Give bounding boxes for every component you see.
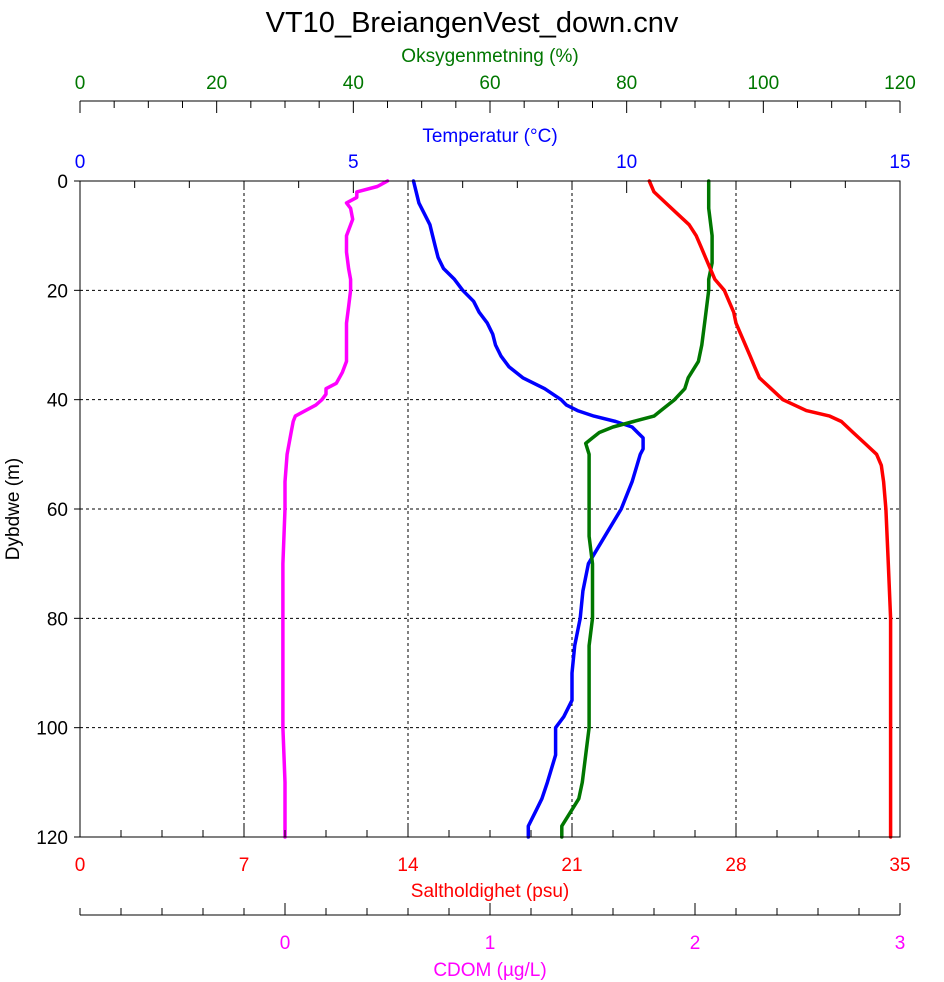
oxygen-tick-label: 0 xyxy=(75,73,86,94)
y-tick-label: 80 xyxy=(47,609,68,630)
y-tick-label: 40 xyxy=(47,391,68,412)
y-tick-label: 0 xyxy=(57,172,68,193)
temp-tick-label: 0 xyxy=(75,152,86,173)
oxygen-tick-label: 60 xyxy=(479,73,500,94)
oxygen-tick-label: 80 xyxy=(616,73,637,94)
oxygen-axis-title: Oksygenmetning (%) xyxy=(401,46,578,67)
temp-tick-label: 5 xyxy=(348,152,359,173)
oxygen-tick-label: 100 xyxy=(747,73,779,94)
series-layer xyxy=(281,179,893,839)
grid xyxy=(80,181,900,837)
oxygen-tick-label: 20 xyxy=(206,73,227,94)
temp-tick-label: 15 xyxy=(889,152,910,173)
series-line-cdom xyxy=(281,179,390,839)
y-tick-label: 120 xyxy=(36,828,68,849)
salinity-tick-label: 14 xyxy=(397,855,419,876)
y-tick-label: 20 xyxy=(47,281,68,302)
series-line-salinity xyxy=(647,179,893,839)
cdom-tick-label: 3 xyxy=(895,933,906,954)
chart-title: VT10_BreiangenVest_down.cnv xyxy=(266,7,679,39)
salinity-axis-title: Saltholdighet (psu) xyxy=(411,881,569,902)
y-tick-label: 100 xyxy=(36,719,68,740)
cdom-tick-label: 1 xyxy=(485,933,496,954)
salinity-tick-label: 35 xyxy=(889,855,910,876)
temp-axis-title: Temperatur (°C) xyxy=(422,126,557,147)
oxygen-tick-label: 40 xyxy=(343,73,364,94)
cdom-axis-title: CDOM (µg/L) xyxy=(433,960,546,981)
series-line-temp xyxy=(411,179,645,839)
temp-tick-label: 10 xyxy=(616,152,637,173)
series-line-oxygen xyxy=(560,179,714,839)
salinity-tick-label: 28 xyxy=(725,855,746,876)
cdom-tick-label: 2 xyxy=(690,933,701,954)
salinity-tick-label: 7 xyxy=(239,855,250,876)
oxygen-tick-label: 120 xyxy=(884,73,916,94)
salinity-tick-label: 0 xyxy=(75,855,86,876)
salinity-tick-label: 21 xyxy=(561,855,582,876)
y-axis-label: Dybdwe (m) xyxy=(3,458,24,560)
y-tick-label: 60 xyxy=(47,500,68,521)
cdom-tick-label: 0 xyxy=(280,933,291,954)
